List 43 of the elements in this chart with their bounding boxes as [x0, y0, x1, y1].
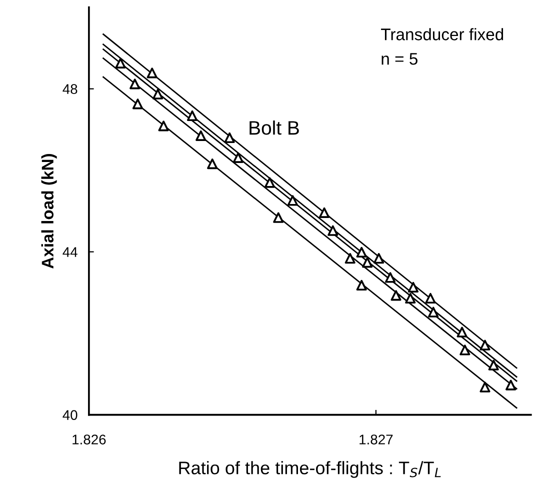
- x-axis-title: Ratio of the time-of-flights : T$_{S}$/T$_{L}$: [179, 461, 441, 478]
- point: [480, 340, 490, 350]
- x-tick-label: 1.826: [72, 434, 106, 444]
- point: [362, 257, 373, 268]
- point: [232, 152, 244, 163]
- point: [374, 253, 384, 264]
- point: [488, 360, 499, 370]
- point: [158, 120, 169, 132]
- y-tick-label: 40: [62, 410, 78, 420]
- point: [196, 130, 206, 141]
- point: [408, 282, 419, 293]
- point: [456, 326, 468, 338]
- y-tick-label: 48: [62, 84, 78, 94]
- point: [207, 158, 218, 170]
- point: [390, 290, 402, 301]
- point: [186, 110, 198, 122]
- point: [130, 78, 140, 90]
- point: [356, 246, 367, 258]
- point: [273, 212, 284, 223]
- point: [152, 88, 164, 100]
- annotation: n = 5: [382, 53, 418, 65]
- point: [264, 177, 276, 188]
- point: [328, 225, 338, 236]
- point: [224, 132, 235, 144]
- point: [480, 382, 490, 392]
- point: [318, 207, 330, 218]
- annotation: Transducer fixed: [381, 28, 504, 40]
- y-tick-label: 44: [62, 247, 78, 257]
- point: [506, 380, 516, 390]
- point: [132, 98, 144, 110]
- point: [405, 292, 416, 304]
- point: [356, 280, 367, 291]
- annotation: Bolt B: [250, 120, 299, 135]
- point: [428, 306, 439, 318]
- point: [384, 272, 396, 283]
- point: [344, 253, 356, 264]
- point: [425, 292, 436, 304]
- point: [146, 68, 158, 78]
- y-axis-title: Axial load (kN): [41, 154, 57, 269]
- point: [287, 195, 298, 206]
- point: [115, 58, 126, 68]
- point: [460, 344, 470, 356]
- x-tick-label: 1.827: [360, 434, 393, 444]
